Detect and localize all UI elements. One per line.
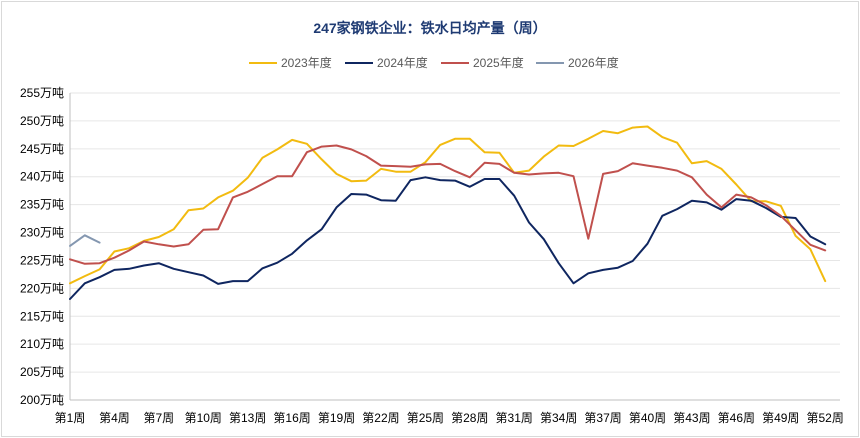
series-lines [69,125,827,300]
y-tick-label: 210万吨 [20,337,64,351]
y-tick-label: 230万吨 [20,226,64,240]
x-tick-label: 第40周 [629,411,666,425]
y-axis: 200万吨 205万吨 210万吨 215万吨 220万吨 225万吨 230万吨 235万吨… [20,86,71,407]
x-tick-label: 第13周 [229,411,266,425]
y-tick-label: 235万吨 [20,198,64,212]
series-line-2025年度 [69,144,827,265]
y-tick-label: 245万吨 [20,142,64,156]
x-tick-label: 第37周 [584,411,621,425]
x-tick-label: 第10周 [185,411,222,425]
legend-label: 2023年度 [281,55,332,70]
y-tick-label: 200万吨 [20,393,64,407]
legend: 2023年度 2024年度 2025年度 2026年度 [249,55,619,70]
x-tick-label: 第31周 [496,411,533,425]
legend-label: 2025年度 [473,55,524,70]
chart-title: 247家钢铁企业：铁水日均产量（周） [313,20,546,36]
x-tick-label: 第16周 [273,411,310,425]
x-tick-label: 第19周 [318,411,355,425]
legend-label: 2024年度 [377,55,428,70]
x-tick-label: 第34周 [540,411,577,425]
y-tick-label: 250万吨 [20,114,64,128]
x-tick-label: 第49周 [762,411,799,425]
gridlines [70,92,840,401]
x-tick-label: 第46周 [718,411,755,425]
y-tick-label: 255万吨 [20,86,64,100]
x-tick-label: 第22周 [362,411,399,425]
series-line-2024年度 [69,176,827,300]
y-tick-label: 205万吨 [20,365,64,379]
x-tick-label: 第1周 [55,411,86,425]
x-tick-label: 第4周 [99,411,130,425]
x-tick-label: 第25周 [407,411,444,425]
y-tick-label: 220万吨 [20,281,64,295]
series-line-2023年度 [69,125,827,285]
x-tick-label: 第52周 [807,411,844,425]
series-line-2026年度 [69,234,101,247]
x-tick-label: 第7周 [144,411,175,425]
y-tick-label: 240万吨 [20,170,64,184]
y-tick-label: 215万吨 [20,309,64,323]
legend-label: 2026年度 [568,55,619,70]
x-tick-label: 第28周 [451,411,488,425]
x-axis: 第1周 第4周 第7周 第10周 第13周 第16周 第19周 第22周 第25周 第28周 第31… [55,411,844,425]
x-tick-label: 第43周 [673,411,710,425]
y-tick-label: 225万吨 [20,253,64,267]
